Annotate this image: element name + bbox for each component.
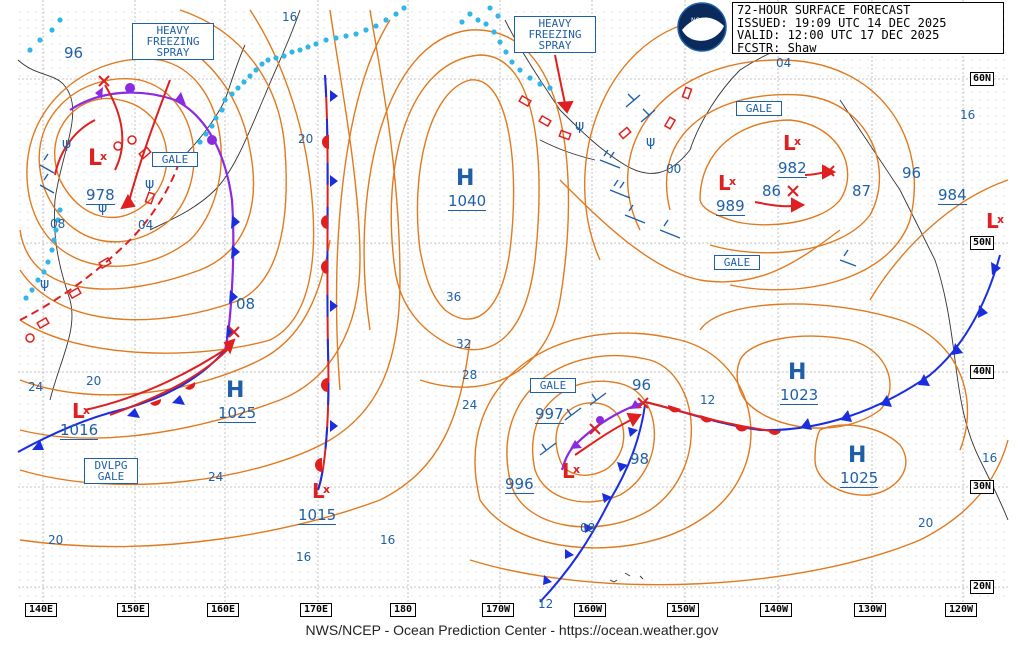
svg-text:ψ: ψ [646,134,655,150]
svg-text:L: L [718,171,731,195]
fronts [17,74,1001,603]
issued-time: ISSUED: 19:09 UTC 14 DEC 2025 [737,15,947,30]
valid-time: VALID: 12:00 UTC 17 DEC 2025 [737,28,940,42]
svg-text:L: L [986,209,999,233]
wind-barbs [39,93,857,456]
svg-text:x: x [100,150,107,163]
forecaster: FCSTR: Shaw [737,40,817,55]
svg-text:L: L [72,399,85,423]
isobars [19,9,1009,586]
noaa-logo: NOAA [677,2,727,52]
svg-text:L: L [312,479,325,503]
ice-edge [23,5,553,301]
storm-force-symbols: ψ ψ ψ ψ ψ ψ [40,118,655,292]
storm-tracks [84,54,837,456]
svg-text:L: L [88,146,102,171]
svg-text:x: x [573,463,580,476]
svg-text:ψ: ψ [98,200,107,216]
svg-text:x: x [729,175,736,188]
svg-text:L: L [783,131,796,155]
svg-text:x: x [83,404,90,417]
low-centers [98,75,835,435]
freezing-spray-symbols [36,86,693,330]
svg-text:x: x [997,213,1004,226]
svg-text:ψ: ψ [40,276,49,292]
low-symbols: Lx Lx Lx Lx Lx Lx Lx [72,131,1004,503]
chart-title: 72-HOUR SURFACE FORECAST [737,3,911,17]
svg-text:ψ: ψ [62,136,71,152]
svg-text:NOAA: NOAA [691,17,709,24]
forecast-header: 72-HOUR SURFACE FORECAST ISSUED: 19:09 U… [732,2,1004,54]
footer-credit: NWS/NCEP - Ocean Prediction Center - htt… [305,622,719,638]
svg-text:x: x [794,135,801,148]
svg-text:ψ: ψ [145,176,154,192]
svg-text:ψ: ψ [575,118,584,134]
svg-text:x: x [323,483,330,496]
svg-text:L: L [562,459,575,483]
